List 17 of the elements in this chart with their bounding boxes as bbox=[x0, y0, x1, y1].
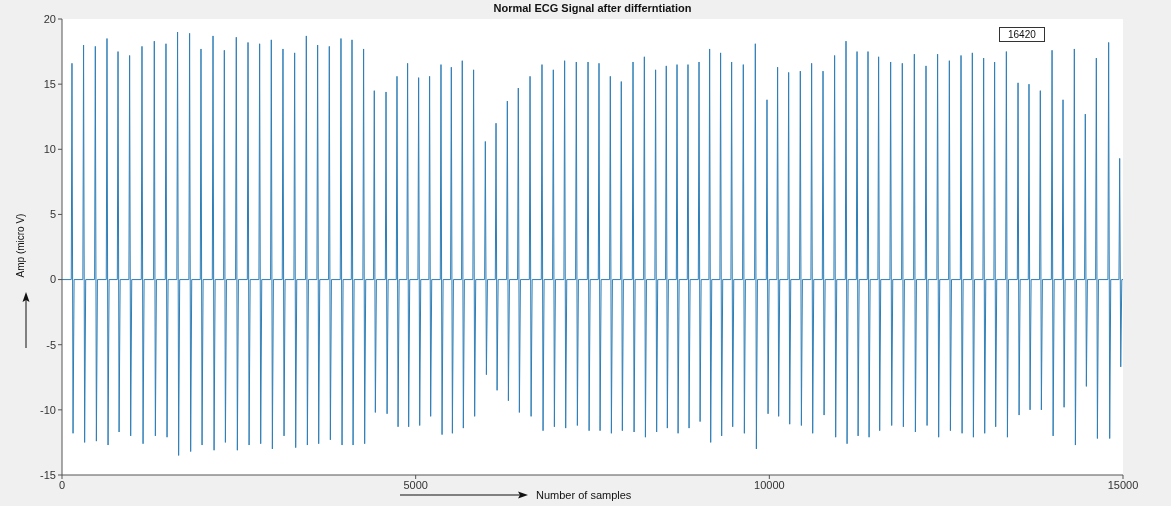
y-tick-label: 15 bbox=[43, 78, 56, 91]
x-tick-label: 15000 bbox=[1107, 478, 1139, 491]
x-axis-title: Number of samples bbox=[536, 489, 632, 501]
chart-title: Normal ECG Signal after differntiation bbox=[492, 2, 693, 14]
y-tick-label: 0 bbox=[49, 273, 56, 286]
y-tick-label: -5 bbox=[46, 338, 56, 351]
y-tick-label: 5 bbox=[49, 208, 56, 221]
y-tick-label: -15 bbox=[40, 468, 56, 481]
x-tick-label: 5000 bbox=[403, 478, 428, 491]
x-tick-label: 0 bbox=[58, 478, 66, 491]
y-tick-label: 20 bbox=[43, 12, 56, 25]
x-tick-label: 10000 bbox=[754, 478, 785, 491]
y-axis-title: Amp (micro V) bbox=[15, 213, 27, 277]
annotation: 16420 bbox=[999, 27, 1045, 42]
y-tick-label: -10 bbox=[40, 403, 56, 416]
y-tick-label: 10 bbox=[43, 143, 56, 156]
line-series bbox=[62, 31, 1123, 456]
